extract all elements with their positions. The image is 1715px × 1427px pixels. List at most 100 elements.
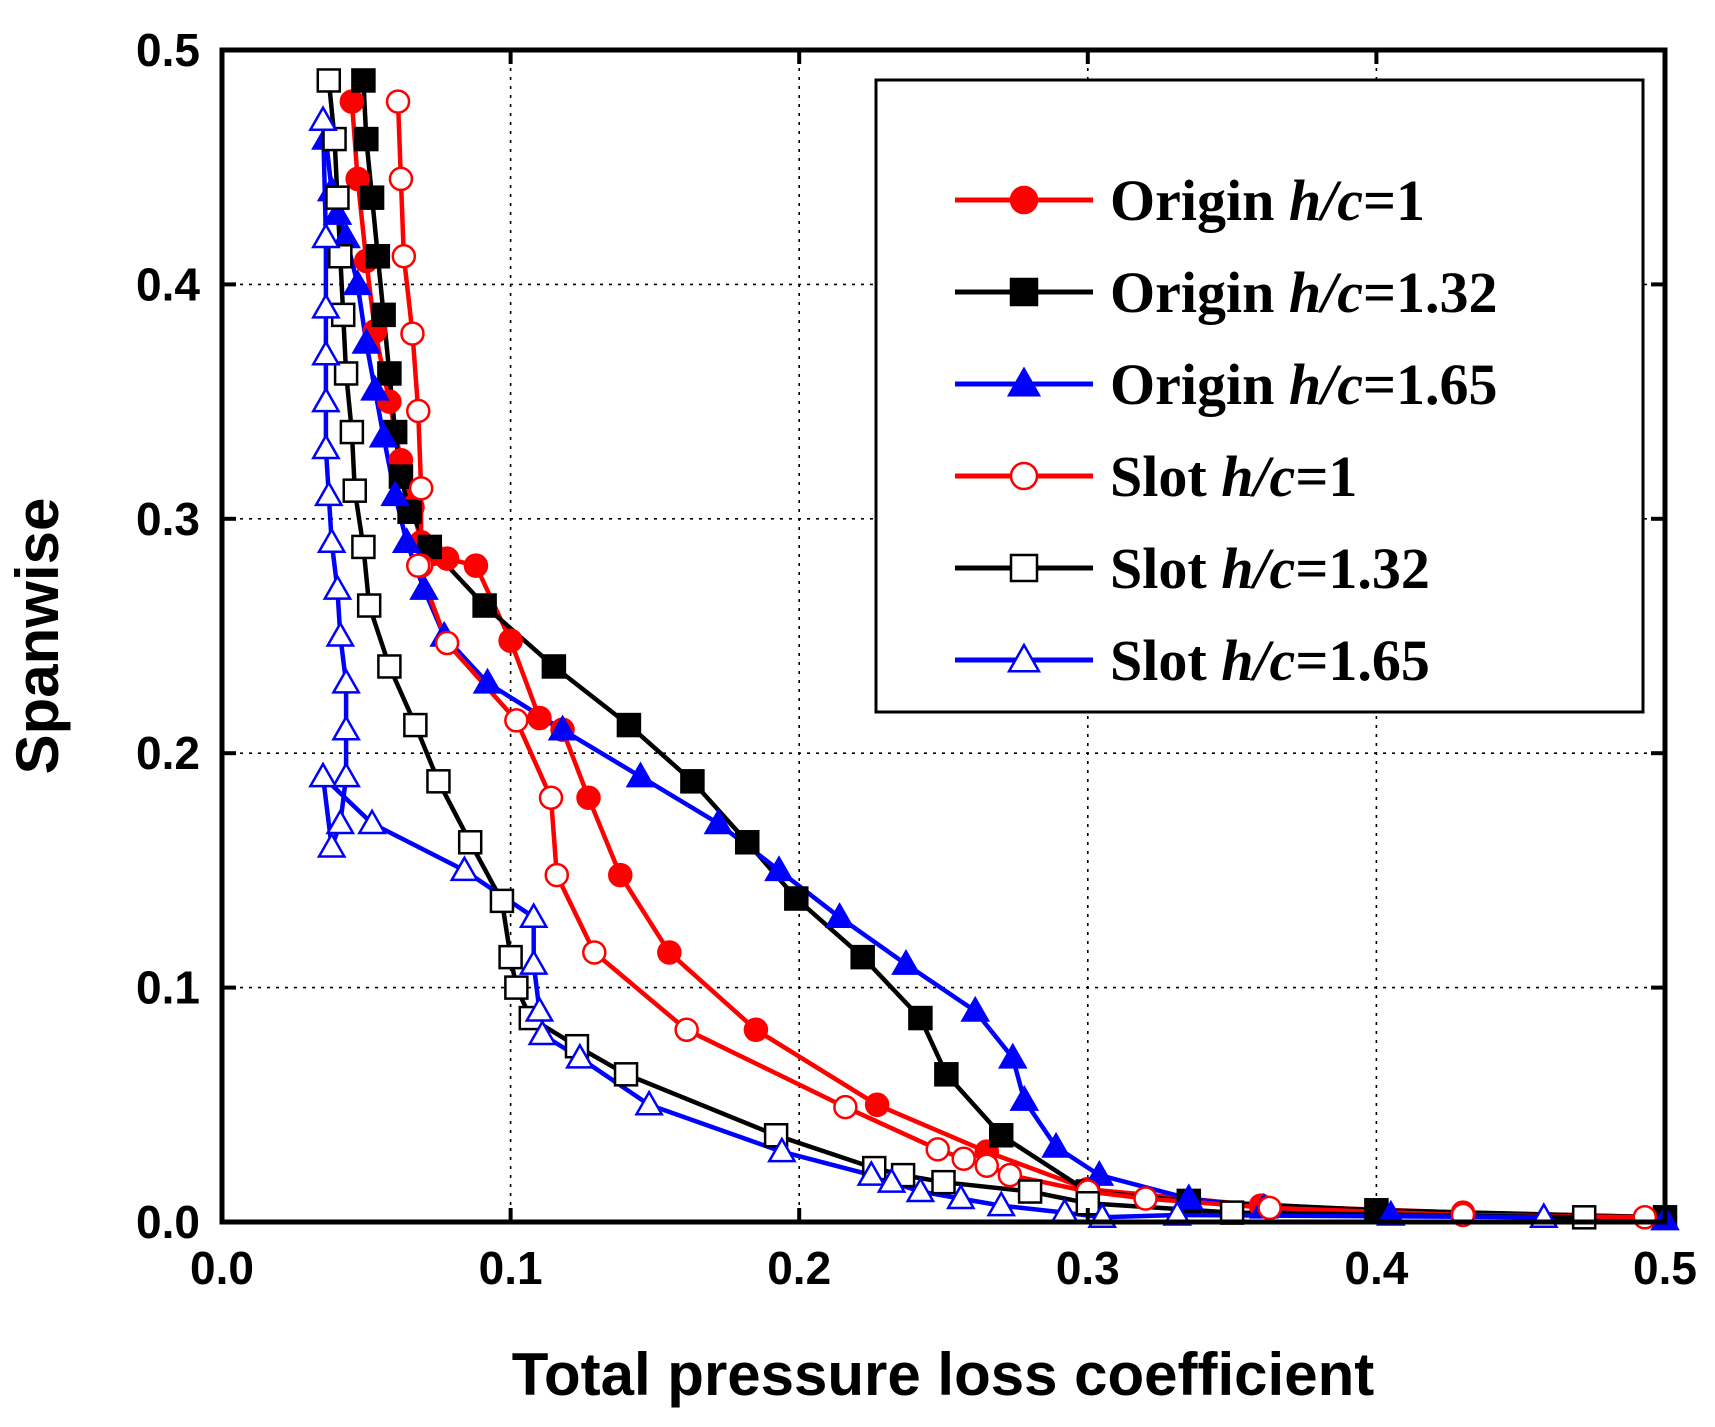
series-line-origin-h-c-1-65 [323,138,1666,1222]
data-point-origin-h-c-1 [463,553,489,578]
data-point-slot-h-c-1 [405,553,431,578]
legend-entry-slot-h-c-1-65: Slot h/c=1.65 [955,628,1430,693]
data-point-slot-h-c-1-32 [426,769,451,794]
x-tick-label: 0.2 [767,1242,831,1294]
data-point-slot-h-c-1-65 [449,855,480,882]
data-point-origin-h-c-1-32 [988,1123,1014,1148]
data-point-slot-h-c-1-65 [331,761,361,788]
legend-label-value: =1.65 [1295,628,1430,693]
legend-swatch-marker [1009,277,1039,307]
data-point-origin-h-c-1-32 [680,769,705,794]
data-point-slot-h-c-1 [582,940,607,965]
y-tick-label: 0.0 [136,1196,200,1248]
data-point-slot-h-c-1-65 [311,433,341,460]
legend-label-prefix: Slot [1110,628,1221,693]
data-point-origin-h-c-1-65 [351,327,382,354]
legend-entry-origin-h-c-1-32: Origin h/c=1.32 [955,260,1498,325]
data-point-slot-h-c-1-32 [498,944,523,970]
data-point-slot-h-c-1-65 [634,1089,664,1116]
legend-label-value: =1 [1295,444,1357,509]
data-point-origin-h-c-1 [498,628,523,653]
series-lines [320,80,1666,1222]
data-point-slot-h-c-1-32 [504,975,529,1000]
data-point-slot-h-c-1-65 [767,1136,797,1163]
data-point-origin-h-c-1 [743,1017,769,1043]
data-point-origin-h-c-1-65 [703,808,734,835]
data-point-slot-h-c-1-65 [856,1159,887,1186]
data-point-slot-h-c-1-32 [325,185,350,210]
data-point-slot-h-c-1-65 [311,292,341,319]
data-point-origin-h-c-1-32 [784,886,809,911]
x-tick-label: 0.1 [479,1242,543,1294]
data-point-origin-h-c-1-32 [472,593,497,618]
legend-label-prefix: Origin [1110,352,1289,417]
data-point-slot-h-c-1-32 [403,712,428,738]
legend-label-slot-h-c-1: Slot h/c=1 [1110,444,1357,509]
legend-label-origin-h-c-1-32: Origin h/c=1.32 [1110,260,1498,325]
data-point-slot-h-c-1 [504,708,529,733]
data-point-slot-h-c-1-32 [339,419,365,445]
data-point-slot-h-c-1 [405,398,431,424]
data-point-slot-h-c-1-65 [311,222,341,249]
data-point-origin-h-c-1 [657,940,682,965]
data-point-slot-h-c-1-65 [308,761,338,788]
legend-label-origin-h-c-1: Origin h/c=1 [1110,168,1425,233]
data-point-slot-h-c-1-65 [357,808,387,835]
data-point-slot-h-c-1 [408,476,434,501]
data-point-origin-h-c-1-32 [377,361,402,386]
data-point-origin-h-c-1-32 [616,712,642,738]
y-axis-title: Spanwise [4,498,71,775]
legend-label-value: =1.65 [1363,352,1498,417]
data-point-origin-h-c-1-32 [365,244,391,269]
data-point-origin-h-c-1-65 [368,421,399,448]
data-point-slot-h-c-1-65 [986,1190,1017,1217]
data-point-origin-h-c-1 [527,705,552,731]
legend-label-value: =1.32 [1295,536,1430,601]
data-point-slot-h-c-1-32 [342,478,368,503]
data-point-slot-h-c-1 [388,166,414,192]
data-point-origin-h-c-1-32 [541,654,567,679]
legend-entry-slot-h-c-1: Slot h/c=1 [955,444,1357,509]
data-point-origin-h-c-1-65 [391,527,422,553]
data-point-slot-h-c-1-32 [457,830,483,855]
data-point-slot-h-c-1-65 [524,995,555,1022]
data-point-slot-h-c-1-32 [328,244,353,269]
data-point-slot-h-c-1-32 [1017,1179,1043,1204]
data-point-origin-h-c-1-65 [322,198,353,225]
data-point-origin-h-c-1-65 [472,667,503,694]
data-point-origin-h-c-1-65 [824,902,855,929]
data-point-origin-h-c-1 [345,166,370,192]
data-point-slot-h-c-1-65 [325,620,356,647]
data-point-slot-h-c-1-32 [489,888,515,914]
data-point-slot-h-c-1-65 [316,527,347,553]
data-point-slot-h-c-1-32 [1571,1205,1597,1230]
data-point-slot-h-c-1-65 [518,948,549,975]
legend-label-prefix: Slot [1110,536,1221,601]
data-point-slot-h-c-1 [1632,1205,1658,1230]
legend-label-ratio: h/c [1289,352,1363,417]
legend-label-origin-h-c-1-65: Origin h/c=1.65 [1110,352,1498,417]
x-axis-title: Total pressure loss coefficient [512,1341,1374,1408]
data-point-origin-h-c-1 [864,1092,890,1118]
data-point-slot-h-c-1-65 [313,480,344,507]
legend-swatch-marker [1009,553,1039,583]
data-point-origin-h-c-1-32 [359,185,385,210]
data-point-origin-h-c-1-65 [547,714,578,741]
series-line-slot-h-c-1-65 [320,120,1544,1220]
axis-ticks [220,48,1667,1224]
data-point-slot-h-c-1-65 [325,808,356,835]
legend-swatch-marker [1006,642,1042,673]
data-point-slot-h-c-1-65 [527,1019,558,1046]
data-point-slot-h-c-1-65 [565,1042,595,1069]
data-point-slot-h-c-1-65 [311,339,341,366]
data-point-slot-h-c-1-32 [322,126,347,152]
data-point-origin-h-c-1-65 [342,269,373,296]
data-point-origin-h-c-1-65 [380,480,410,507]
data-point-slot-h-c-1-32 [931,1169,956,1195]
data-point-slot-h-c-1-32 [333,361,359,386]
series-markers [308,68,1680,1231]
data-point-slot-h-c-1-32 [356,593,382,618]
data-point-slot-h-c-1 [833,1094,858,1120]
x-tick-label: 0.0 [190,1242,254,1294]
data-point-origin-h-c-1 [608,862,633,888]
